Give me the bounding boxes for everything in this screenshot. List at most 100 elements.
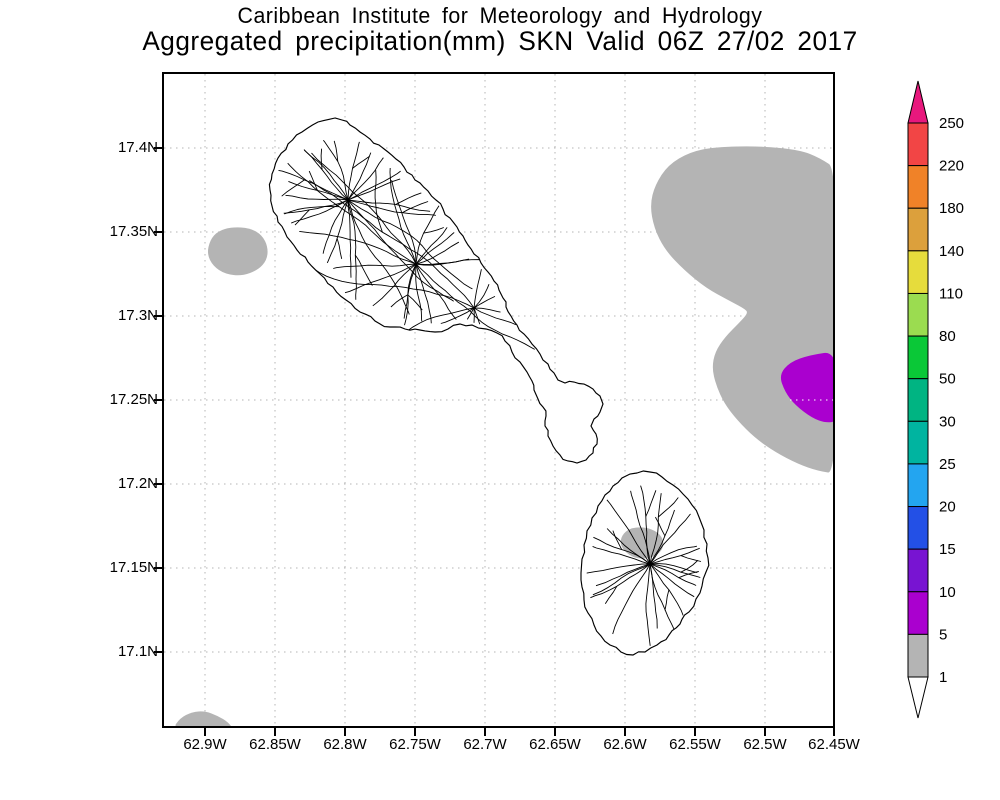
stream-line — [595, 563, 651, 587]
stream-line — [415, 263, 423, 322]
stream-line — [440, 307, 475, 324]
lat-tick-label: 17.1N — [117, 643, 158, 660]
stream-line — [606, 499, 651, 565]
map-plot-area — [154, 72, 835, 736]
stream-line — [322, 139, 349, 201]
stream-line — [283, 199, 349, 214]
stream-line — [285, 194, 349, 201]
st-kitts-coastline — [268, 117, 604, 464]
stream-line — [309, 180, 475, 309]
stream-line — [326, 199, 349, 264]
lat-tick-label: 17.35N — [109, 223, 158, 240]
stream-branch — [336, 238, 343, 259]
colorbar-over-arrow — [907, 80, 929, 124]
stream-branch — [390, 294, 409, 308]
nevis-stream-network — [586, 485, 702, 646]
stream-line — [649, 547, 700, 565]
stream-line — [333, 263, 417, 269]
stream-line — [612, 563, 651, 635]
colorbar-segment — [907, 207, 929, 252]
stream-line — [278, 169, 349, 201]
stream-line — [592, 563, 651, 596]
colorbar-segment — [907, 165, 929, 209]
stream-line — [645, 563, 651, 646]
stream-branch — [664, 589, 670, 611]
precip-region-gray-east — [651, 146, 833, 473]
colorbar-tick-label: 25 — [939, 456, 956, 473]
lat-tick-label: 17.4N — [117, 139, 158, 156]
colorbar-tick-label: 1 — [939, 669, 947, 686]
stream-line — [649, 493, 662, 565]
colorbar-tick-label: 50 — [939, 371, 956, 388]
stream-branch — [333, 140, 339, 162]
stream-line — [415, 232, 455, 265]
stream-branch — [354, 254, 373, 286]
precip-region-gray-west — [208, 227, 268, 276]
stream-line — [391, 179, 417, 265]
map-layers — [164, 74, 833, 726]
lon-tick-label: 62.5W — [743, 736, 787, 753]
stream-line — [473, 284, 490, 309]
colorbar-tick-label: 220 — [939, 158, 964, 175]
colorbar-canvas: 250 220 180 140 110 80 50 30 25 20 15 10 5 1 — [907, 80, 964, 719]
stream-branch — [680, 559, 699, 573]
lon-tick-label: 62.55W — [669, 736, 721, 753]
stream-line — [299, 230, 417, 265]
stream-branch — [395, 192, 422, 205]
colorbar-tick-label: 80 — [939, 328, 956, 345]
precip-region-gray-south — [175, 711, 231, 726]
colorbar-tick-label: 10 — [939, 584, 956, 601]
stream-line — [649, 563, 701, 578]
stream-line — [649, 563, 677, 635]
stream-line — [415, 263, 535, 350]
stream-branch — [284, 205, 340, 215]
stream-branch — [423, 227, 444, 234]
colorbar-segment — [907, 463, 929, 508]
stream-branch — [655, 516, 666, 537]
stream-line — [649, 563, 695, 598]
stream-line — [649, 563, 697, 586]
stream-line — [415, 241, 460, 265]
st-kitts-stream-network — [278, 139, 535, 350]
nevis-coastline — [580, 470, 710, 656]
stream-line — [287, 162, 417, 265]
stream-line — [473, 269, 482, 309]
colorbar-segment — [907, 548, 929, 593]
stream-line — [586, 563, 651, 574]
colorbar-tick-label: 30 — [939, 413, 956, 430]
stream-branch — [678, 571, 699, 579]
stream-line — [649, 509, 675, 565]
stream-branch — [320, 148, 323, 170]
colorbar-tick-label: 110 — [939, 286, 963, 303]
stream-branch — [294, 209, 310, 226]
colorbar-tick-label: 140 — [939, 243, 964, 260]
lon-tick-label: 62.75W — [389, 736, 441, 753]
colorbar-segment — [907, 250, 929, 294]
lon-tick-label: 62.6W — [603, 736, 647, 753]
stream-line — [415, 263, 457, 320]
stream-line — [415, 263, 432, 324]
stream-line — [344, 263, 417, 294]
colorbar-segment — [907, 292, 929, 337]
stream-line — [347, 170, 401, 201]
stream-line — [649, 513, 691, 565]
institute-title: Caribbean Institute for Meteorology and … — [237, 3, 763, 28]
colorbar-segment — [907, 420, 929, 465]
lat-tick-label: 17.3N — [117, 307, 158, 324]
precip-region-purple-east — [780, 352, 833, 423]
stream-branch — [604, 586, 618, 605]
lon-tick-label: 62.7W — [463, 736, 507, 753]
stream-line — [347, 199, 357, 300]
lon-tick-label: 62.45W — [808, 736, 860, 753]
stream-branch — [374, 170, 383, 233]
stream-line — [649, 545, 697, 565]
lat-tick-label: 17.2N — [117, 475, 158, 492]
colorbar-segment — [907, 335, 929, 380]
lat-tick-label: 17.25N — [109, 391, 158, 408]
stream-branch — [680, 555, 702, 562]
stream-branch — [281, 179, 305, 197]
colorbar-segment — [907, 506, 929, 550]
map-canvas — [154, 74, 835, 736]
colorbar-tick-label: 15 — [939, 541, 956, 558]
stream-line — [389, 167, 417, 265]
